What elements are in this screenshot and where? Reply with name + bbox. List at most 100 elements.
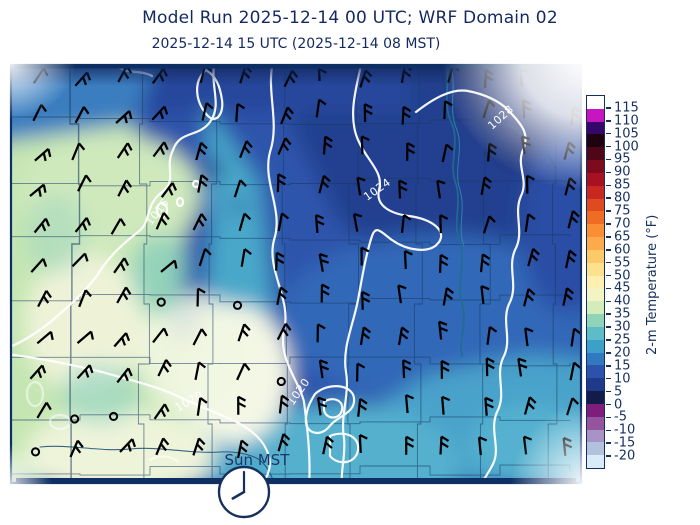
calm-wind-circle (276, 376, 286, 387)
colorbar-segment (587, 224, 604, 238)
wind-barb (152, 327, 169, 344)
wind-barb (34, 147, 52, 162)
wind-barb (402, 359, 412, 379)
wind-barb (115, 110, 133, 124)
wind-barb (276, 322, 292, 341)
wind-barb (151, 105, 169, 121)
colorbar-tick-mark (606, 300, 611, 303)
colorbar-tick-mark (606, 120, 611, 122)
colorbar-tick-mark (606, 145, 611, 148)
map-canvas: 1016 1020 1020 1024 1028 Sun MST (6, 60, 586, 488)
wind-barb (320, 283, 330, 303)
wind-barb (119, 438, 137, 453)
wind-barb (110, 218, 126, 235)
wind-barb (71, 252, 89, 268)
wind-barb (357, 397, 368, 417)
colorbar-tick-mark (606, 352, 611, 354)
colorbar-tick-label: 15 (614, 358, 631, 374)
colorbar-tick-mark (606, 416, 611, 419)
wind-barb (398, 179, 408, 199)
wind-barb (403, 249, 413, 269)
wind-barb (439, 214, 449, 234)
wind-barb (480, 285, 490, 305)
projection-corner-fades (6, 60, 586, 488)
colorbar-segment (587, 391, 604, 404)
colorbar-tick-label: 65 (614, 229, 631, 245)
valid-time-subtitle: 2025-12-14 15 UTC (2025-12-14 08 MST) (151, 36, 441, 52)
wind-barb (37, 290, 52, 308)
wind-barb (76, 364, 94, 380)
colorbar-tick-mark (606, 274, 611, 277)
colorbar-tick-label: 30 (614, 319, 631, 335)
wind-barb (318, 359, 329, 379)
wind-barb (479, 253, 491, 273)
colorbar-segment (587, 121, 604, 135)
wind-barb (116, 367, 133, 384)
colorbar-segment (587, 172, 604, 186)
colorbar-segment (587, 134, 604, 148)
wind-barb (524, 327, 534, 347)
wind-barb (233, 179, 247, 198)
colorbar-tick-label: 85 (614, 177, 631, 193)
county-line (137, 64, 150, 484)
wind-barb (517, 357, 528, 377)
wind-barb (322, 135, 333, 155)
wind-barb (192, 328, 208, 346)
wind-barb (194, 361, 207, 381)
wind-barb (277, 433, 291, 452)
colorbar (586, 95, 605, 469)
wind-barb (277, 137, 292, 156)
calm-wind-circle (108, 411, 119, 422)
wind-barb (406, 141, 416, 161)
wind-barb (77, 174, 92, 192)
contour-loop (322, 398, 344, 419)
wind-barb (153, 403, 170, 420)
map-top-shading (10, 64, 582, 86)
county-line (207, 64, 218, 484)
wind-barb (29, 364, 47, 380)
wind-barb (237, 439, 249, 459)
colorbar-tick-label: 110 (614, 113, 639, 129)
wind-barb (195, 141, 208, 161)
wind-barb (441, 395, 451, 415)
colorbar-tick-label: 60 (614, 242, 631, 258)
county-line (10, 464, 571, 476)
colorbar-tick-mark (606, 429, 611, 432)
colorbar-segment (587, 365, 604, 379)
colorbar-segment (587, 403, 604, 417)
colorbar-tick-label: 80 (614, 190, 631, 206)
wind-barb (318, 252, 329, 272)
weather-map: 1016 1020 1020 1024 1028 Sun MST (6, 60, 586, 488)
river (39, 445, 275, 484)
colorbar-tick-label: 35 (614, 306, 631, 322)
wind-barb (238, 212, 252, 232)
colorbar-segment (587, 442, 604, 456)
wind-barb (316, 396, 328, 416)
wind-barb (360, 135, 370, 155)
colorbar-tick-label: 20 (614, 345, 631, 361)
wind-barb (485, 357, 495, 377)
wind-barb (236, 362, 251, 381)
wind-barb (160, 182, 178, 198)
wind-barb (116, 286, 132, 304)
colorbar-segment (587, 185, 604, 199)
wind-barb (276, 286, 288, 306)
wind-barb (400, 214, 412, 234)
colorbar-tick-mark (606, 210, 611, 212)
contour-loop (175, 196, 185, 208)
colorbar-segment (587, 339, 604, 353)
wind-barb (355, 362, 366, 382)
wind-barb (76, 330, 94, 344)
wind-barb (155, 212, 170, 230)
colorbar-tick-label: -15 (614, 435, 636, 451)
colorbar-tick-label: -10 (614, 422, 636, 438)
wind-barb (484, 396, 494, 416)
colorbar-tick-mark (606, 313, 611, 315)
colorbar-tick-label: 100 (614, 139, 639, 155)
colorbar-tick-label: 75 (614, 203, 631, 219)
wind-barb (33, 217, 51, 234)
colorbar-segment (587, 416, 604, 430)
colorbar-tick-mark (606, 261, 611, 264)
wind-barb (276, 173, 287, 193)
wind-barb (196, 287, 206, 307)
